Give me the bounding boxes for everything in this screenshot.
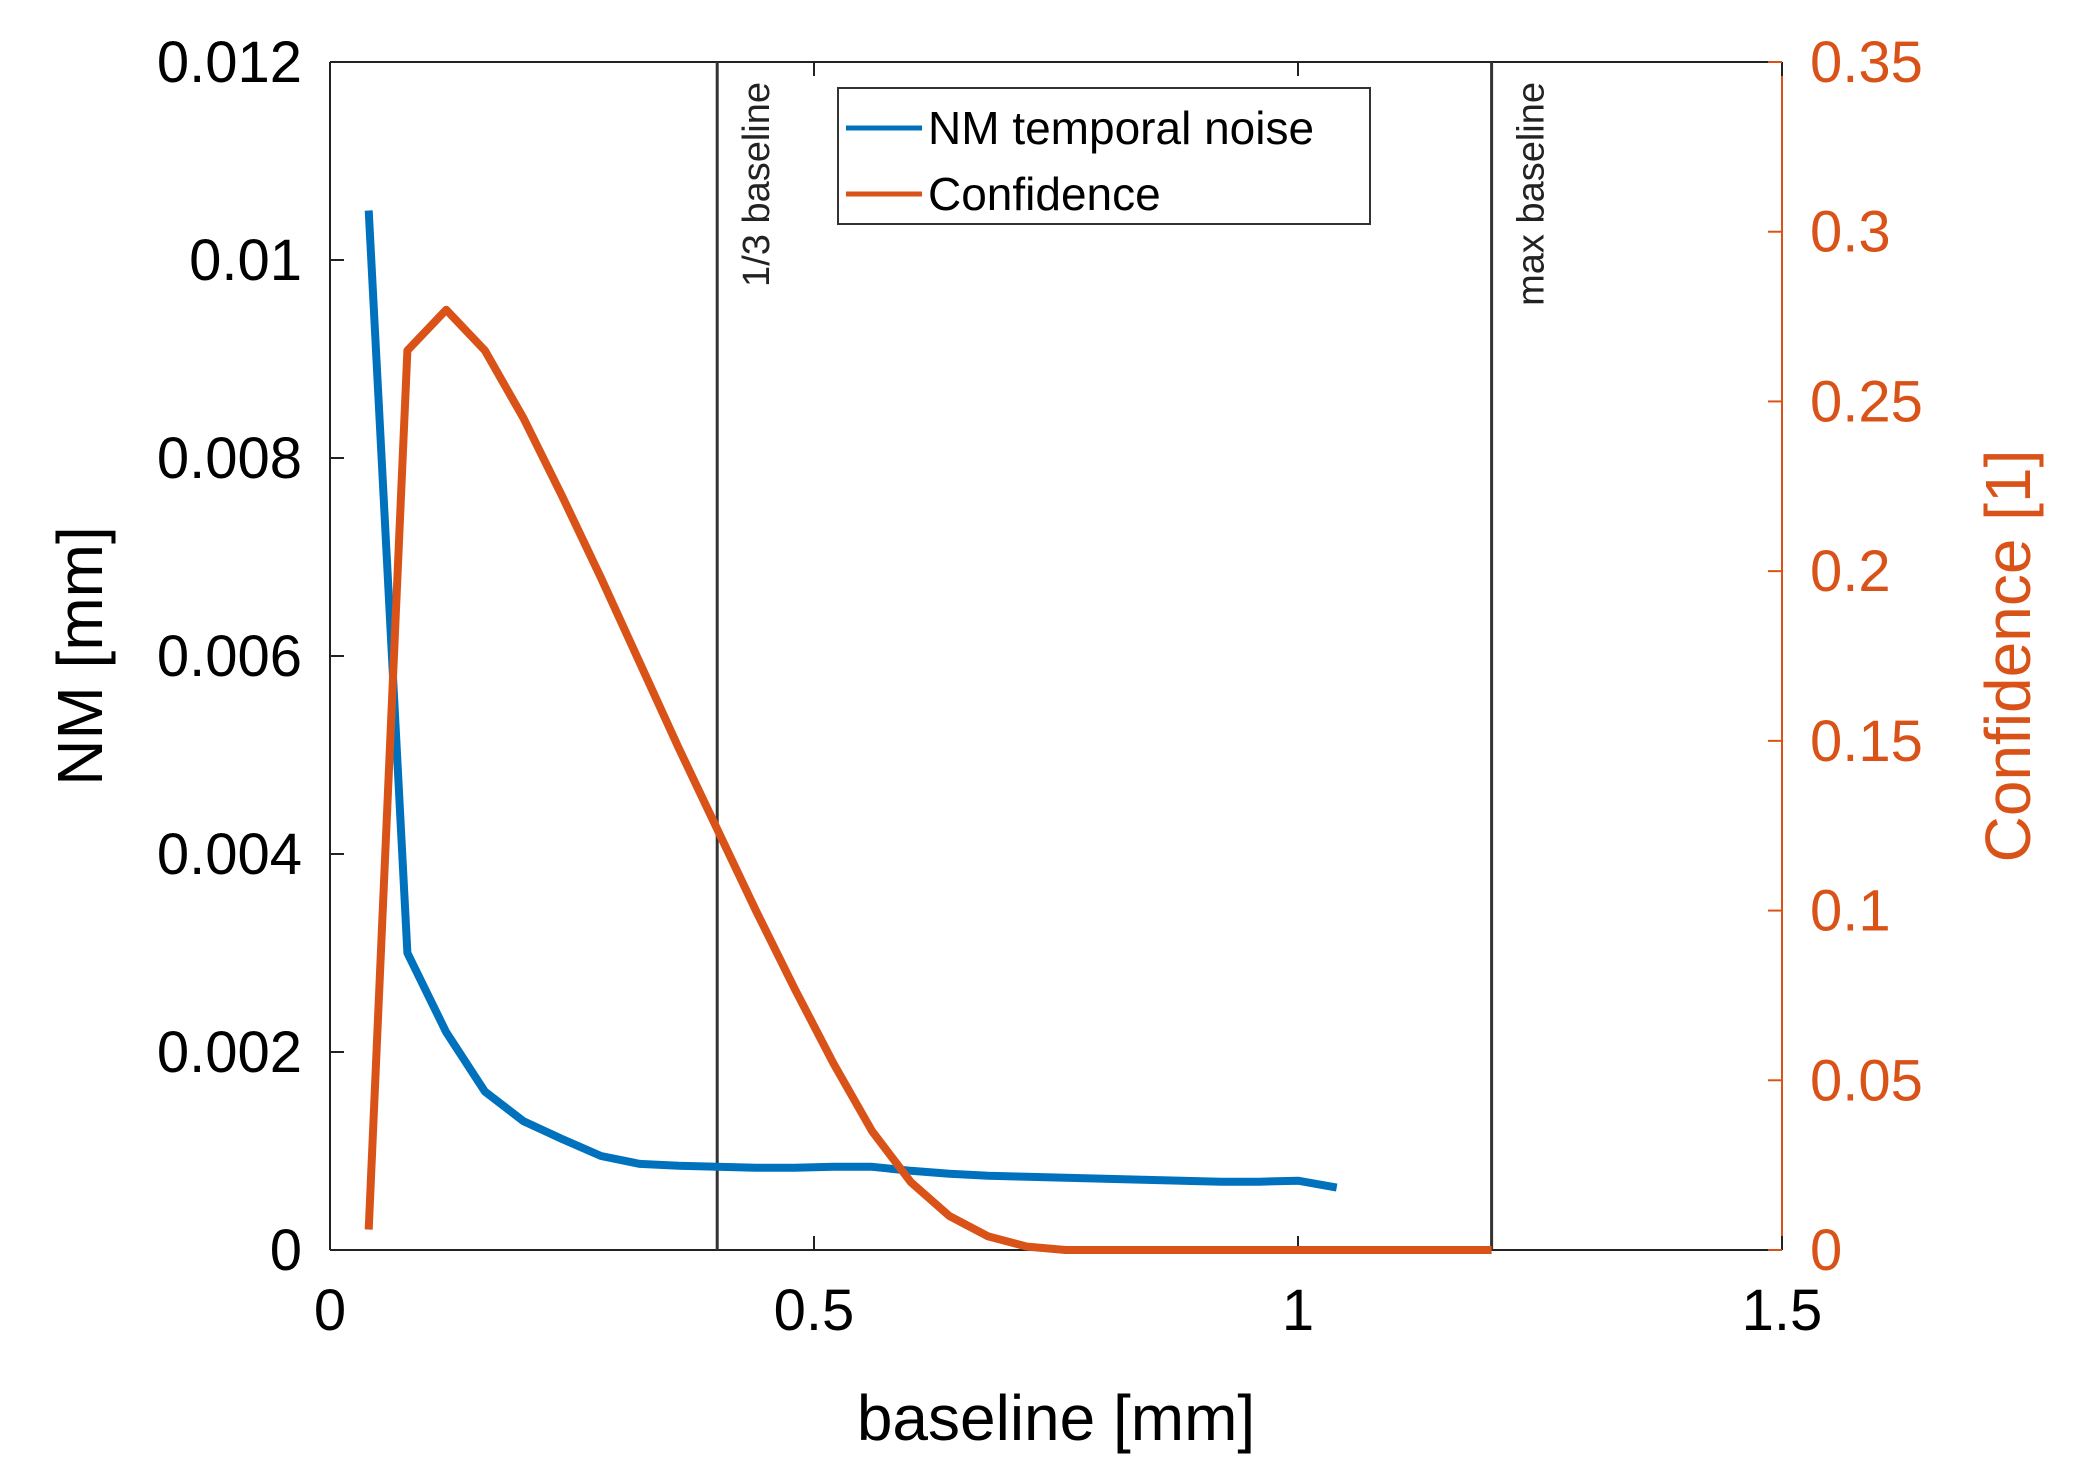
y-left-axis-label: NM [mm]	[44, 526, 116, 786]
axes-layer: 0 0.5 1 1.500.0020.0040.0060.0080.010.01200…	[44, 30, 2044, 1454]
y-right-tick-label: 0	[1810, 1218, 1842, 1283]
y-left-tick-label: 0.008	[157, 426, 302, 491]
y-left-tick-label: 0.006	[157, 624, 302, 689]
y-right-tick-label: 0.3	[1810, 200, 1891, 265]
y-right-tick-label: 0.35	[1810, 30, 1923, 95]
legend-label: Confidence	[928, 168, 1161, 220]
y-right-tick-label: 0.05	[1810, 1048, 1923, 1113]
legend-label: NM temporal noise	[928, 102, 1314, 154]
reference-line-label: 1/3 baseline	[736, 82, 778, 287]
y-right-tick-label: 0.2	[1810, 539, 1891, 604]
y-left-tick-label: 0.012	[157, 30, 302, 95]
y-left-tick-label: 0.004	[157, 822, 302, 887]
x-axis-label: baseline [mm]	[857, 1382, 1255, 1454]
y-right-tick-label: 0.1	[1810, 879, 1891, 944]
reference-lines-layer: 1/3 baseline max baseline	[715, 62, 1553, 1250]
series-line-nm-temporal-noise	[364, 210, 1338, 1192]
legend: NM temporal noise Confidence	[837, 87, 1371, 225]
x-tick-label: 1.5	[1742, 1278, 1823, 1343]
x-tick-label: 0.5	[774, 1278, 855, 1343]
y-left-tick-label: 0.002	[157, 1020, 302, 1085]
x-tick-label: 1	[1282, 1278, 1314, 1343]
series-layer	[364, 210, 1492, 1254]
x-tick-label: 0	[314, 1278, 346, 1343]
series-line-confidence	[364, 305, 1492, 1254]
y-right-tick-label: 0.15	[1810, 709, 1923, 774]
y-right-tick-label: 0.25	[1810, 369, 1923, 434]
y-left-tick-label: 0.01	[189, 228, 302, 293]
legend-box	[837, 87, 1371, 225]
reference-line-label: max baseline	[1511, 82, 1553, 306]
y-right-axis-label: Confidence [1]	[1972, 450, 2044, 863]
y-left-tick-label: 0	[270, 1218, 302, 1283]
